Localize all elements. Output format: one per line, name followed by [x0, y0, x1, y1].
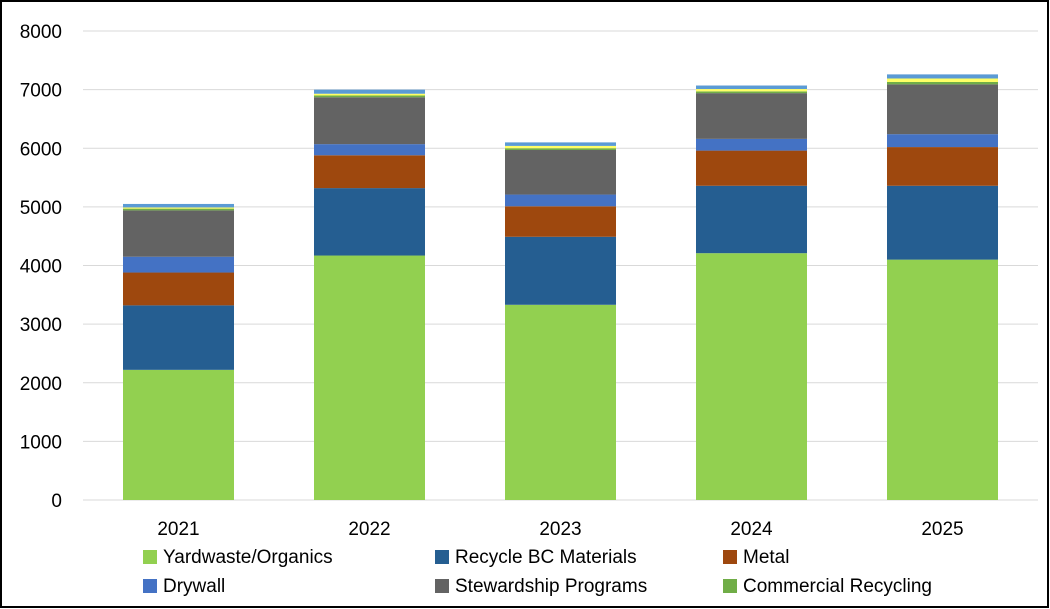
bar-segment: [123, 208, 234, 211]
legend-swatch: [723, 579, 737, 593]
bar-segment: [696, 253, 807, 500]
y-tick-label: 7000: [20, 81, 62, 102]
x-axis: 2021 2022 2023 2024 2025: [157, 519, 963, 540]
legend-label: Stewardship Programs: [455, 576, 647, 597]
y-tick-label: 8000: [20, 22, 62, 43]
bar-segment: [314, 155, 425, 189]
bar-segment: [505, 236, 616, 305]
y-tick-label: 1000: [20, 432, 62, 453]
bar-segment: [887, 147, 998, 186]
legend-swatch: [435, 579, 449, 593]
bar-segment: [123, 256, 234, 273]
bar-segment: [505, 206, 616, 237]
bar-segment: [505, 304, 616, 500]
bar-segment: [887, 185, 998, 260]
bar-segment: [123, 305, 234, 370]
bar-segment: [887, 74, 998, 79]
legend: Yardwaste/Organics Recycle BC Materials Me…: [143, 547, 932, 597]
bar-segment: [314, 144, 425, 156]
legend-swatch: [143, 579, 157, 593]
legend-label: Recycle BC Materials: [455, 547, 637, 568]
legend-label: Yardwaste/Organics: [163, 547, 333, 568]
y-tick-label: 5000: [20, 198, 62, 219]
legend-swatch: [723, 550, 737, 564]
bar-segment: [887, 82, 998, 85]
y-tick-label: 3000: [20, 315, 62, 336]
bar-segment: [123, 369, 234, 500]
x-tick-label: 2022: [348, 519, 390, 540]
x-tick-label: 2023: [539, 519, 581, 540]
bar-segment: [123, 207, 234, 209]
bar-segment: [505, 194, 616, 207]
bar-segment: [696, 93, 807, 139]
bar-segment: [123, 203, 234, 208]
y-tick-label: 0: [51, 491, 62, 512]
legend-swatch: [143, 550, 157, 564]
bar-segment: [887, 259, 998, 500]
bar-segment: [314, 97, 425, 145]
bar-segment: [123, 272, 234, 306]
bar-segment: [505, 142, 616, 146]
bar-segment: [314, 255, 425, 500]
bar-segment: [887, 84, 998, 135]
y-tick-label: 2000: [20, 374, 62, 395]
y-tick-label: 6000: [20, 139, 62, 160]
bar-segment: [696, 138, 807, 151]
bar-segment: [887, 78, 998, 83]
bars: [123, 74, 998, 500]
bar-segment: [696, 91, 807, 94]
y-axis: 0 1000 2000 3000 4000 5000 6000 7000 8000: [20, 22, 62, 512]
bar-segment: [505, 145, 616, 149]
bar-segment: [314, 93, 425, 96]
bar-segment: [314, 95, 425, 98]
bar-segment: [314, 89, 425, 94]
bar-segment: [505, 150, 616, 195]
bar-segment: [123, 210, 234, 257]
legend-swatch: [435, 550, 449, 564]
legend-label: Metal: [743, 547, 789, 568]
bar-segment: [696, 85, 807, 90]
x-tick-label: 2024: [730, 519, 773, 540]
bar-segment: [314, 188, 425, 256]
bar-segment: [696, 185, 807, 254]
x-tick-label: 2021: [157, 519, 199, 540]
legend-label: Commercial Recycling: [743, 576, 932, 597]
bar-segment: [696, 89, 807, 92]
bar-segment: [696, 150, 807, 186]
legend-label: Drywall: [163, 576, 225, 597]
bar-segment: [887, 134, 998, 148]
y-tick-label: 4000: [20, 257, 62, 278]
bar-segment: [505, 148, 616, 151]
x-tick-label: 2025: [921, 519, 963, 540]
